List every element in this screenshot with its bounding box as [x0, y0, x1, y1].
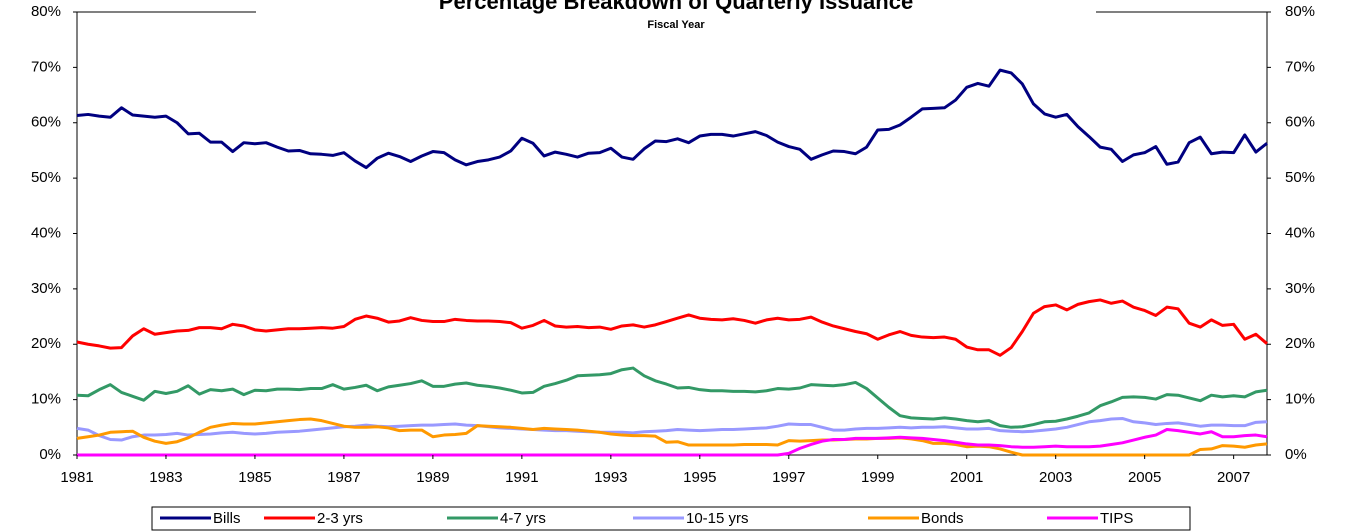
y-tick-label: 30% [31, 280, 61, 297]
series-line [76, 417, 1268, 457]
x-tick-label: 1981 [60, 469, 93, 486]
y2-tick-label: 20% [1285, 335, 1315, 352]
y2-tick-label: 0% [1285, 446, 1307, 463]
x-tick-label: 1995 [683, 469, 716, 486]
legend-label: Bills [213, 510, 241, 527]
lines [76, 68, 1268, 457]
series-line [76, 416, 1268, 442]
y-tick-label: 20% [31, 335, 61, 352]
x-tick-label: 1989 [416, 469, 449, 486]
legend-label: 2-3 yrs [317, 510, 363, 527]
chart-title: Percentage Breakdown of Quarterly Issuan… [439, 0, 913, 14]
y-tick-label: 80% [31, 3, 61, 20]
y2-tick-label: 40% [1285, 224, 1315, 241]
x-tick-label: 2003 [1039, 469, 1072, 486]
series-line [77, 428, 1268, 457]
x-tick-label: 1993 [594, 469, 627, 486]
series-line [76, 298, 1268, 357]
y2-tick-label: 50% [1285, 169, 1315, 186]
y-tick-label: 0% [39, 446, 61, 463]
legend-label: Bonds [921, 510, 964, 527]
plot-area [76, 11, 1268, 456]
x-tick-label: 2007 [1217, 469, 1250, 486]
x-tick-label: 1987 [327, 469, 360, 486]
y2-tick-label: 10% [1285, 391, 1315, 408]
y2-tick-label: 30% [1285, 280, 1315, 297]
chart-subtitle: Fiscal Year [647, 19, 705, 31]
y-tick-label: 10% [31, 391, 61, 408]
y2-tick-label: 60% [1285, 114, 1315, 131]
y2-tick-label: 80% [1285, 3, 1315, 20]
y-tick-label: 70% [31, 58, 61, 75]
x-tick-label: 1985 [238, 469, 271, 486]
y2-tick-label: 70% [1285, 58, 1315, 75]
series-line [76, 366, 1268, 429]
x-tick-label: 2005 [1128, 469, 1161, 486]
series-line [76, 68, 1268, 170]
legend-label: 10-15 yrs [686, 510, 749, 527]
x-tick-label: 2001 [950, 469, 983, 486]
x-tick-label: 1997 [772, 469, 805, 486]
x-tick-label: 1999 [861, 469, 894, 486]
y-tick-label: 40% [31, 224, 61, 241]
legend-label: TIPS [1100, 510, 1133, 527]
y-tick-label: 60% [31, 114, 61, 131]
legend-label: 4-7 yrs [500, 510, 546, 527]
x-tick-label: 1983 [149, 469, 182, 486]
title-backdrop [256, 0, 1096, 14]
y-tick-label: 50% [31, 169, 61, 186]
x-tick-label: 1991 [505, 469, 538, 486]
